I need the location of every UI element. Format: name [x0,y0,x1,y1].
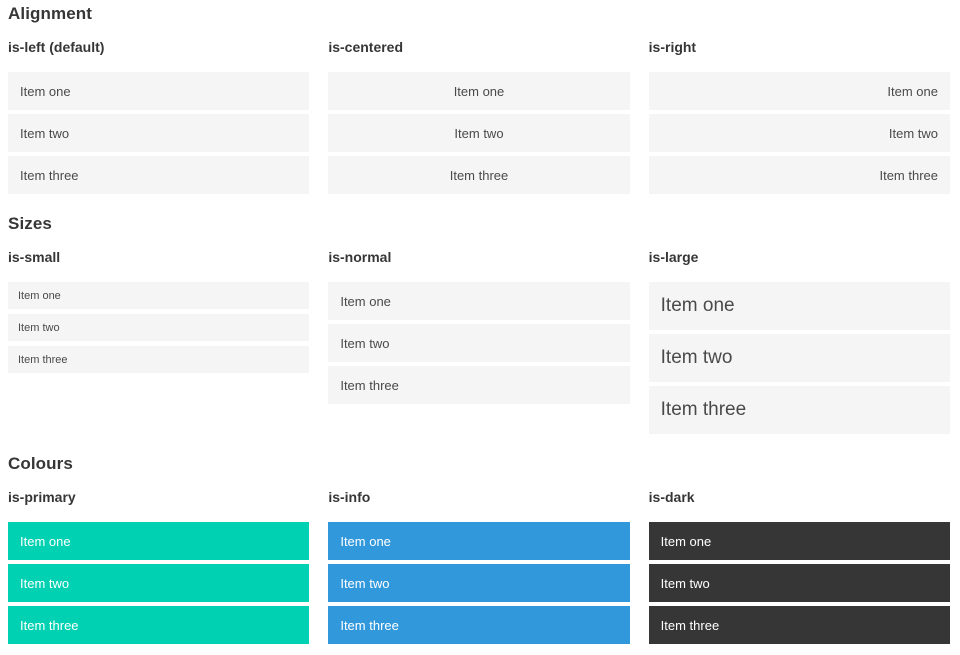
list-item: Item one [648,72,950,110]
list-item: Item two [328,564,630,602]
section-title: Colours [8,454,73,473]
list-item: Item two [328,114,630,152]
column-heading: is-primary [8,489,76,505]
column-is-large: is-large Item one Item two Item three [648,249,950,434]
section-sizes: Sizes is-small Item one Item two Item th… [8,214,950,434]
block-list-dark: Item one Item two Item three [648,522,950,644]
list-item: Item one [648,522,950,560]
list-item: Item three [648,386,950,434]
section-alignment: Alignment is-left (default) Item one Ite… [8,4,950,194]
column-is-right: is-right Item one Item two Item three [648,39,950,194]
list-item: Item three [8,346,310,373]
alignment-columns: is-left (default) Item one Item two Item… [8,39,950,194]
block-list-centered: Item one Item two Item three [328,72,630,194]
list-item: Item one [8,72,310,110]
block-list-info: Item one Item two Item three [328,522,630,644]
colours-columns: is-primary Item one Item two Item three … [8,489,950,644]
list-item: Item two [648,564,950,602]
section-colours: Colours is-primary Item one Item two Ite… [8,454,950,644]
column-heading: is-dark [648,489,695,505]
column-heading: is-small [8,249,61,265]
list-item: Item three [648,156,950,194]
list-item: Item one [328,282,630,320]
list-item: Item three [328,606,630,644]
list-item: Item three [8,606,310,644]
list-item: Item two [648,114,950,152]
list-item: Item one [328,522,630,560]
column-heading: is-normal [328,249,392,265]
list-item: Item three [328,366,630,404]
column-heading: is-right [648,39,697,55]
block-list-small: Item one Item two Item three [8,282,310,373]
sizes-columns: is-small Item one Item two Item three is… [8,249,950,434]
list-item: Item two [8,314,310,341]
column-is-small: is-small Item one Item two Item three [8,249,310,434]
column-is-dark: is-dark Item one Item two Item three [648,489,950,644]
block-list-right: Item one Item two Item three [648,72,950,194]
list-item: Item two [8,114,310,152]
section-title: Sizes [8,214,52,233]
list-item: Item one [8,282,310,309]
list-item: Item three [648,606,950,644]
list-item: Item one [8,522,310,560]
column-is-primary: is-primary Item one Item two Item three [8,489,310,644]
column-is-info: is-info Item one Item two Item three [328,489,630,644]
list-item: Item three [328,156,630,194]
block-list-normal: Item one Item two Item three [328,282,630,404]
list-item: Item two [328,324,630,362]
block-list-primary: Item one Item two Item three [8,522,310,644]
column-is-left: is-left (default) Item one Item two Item… [8,39,310,194]
column-heading: is-centered [328,39,404,55]
column-heading: is-info [328,489,371,505]
column-is-centered: is-centered Item one Item two Item three [328,39,630,194]
column-is-normal: is-normal Item one Item two Item three [328,249,630,434]
column-heading: is-left (default) [8,39,105,55]
list-item: Item two [648,334,950,382]
list-item: Item one [328,72,630,110]
list-item: Item one [648,282,950,330]
block-list-large: Item one Item two Item three [648,282,950,434]
list-item: Item three [8,156,310,194]
list-item: Item two [8,564,310,602]
section-title: Alignment [8,4,93,23]
column-heading: is-large [648,249,699,265]
page: Alignment is-left (default) Item one Ite… [8,4,950,644]
block-list-left: Item one Item two Item three [8,72,310,194]
